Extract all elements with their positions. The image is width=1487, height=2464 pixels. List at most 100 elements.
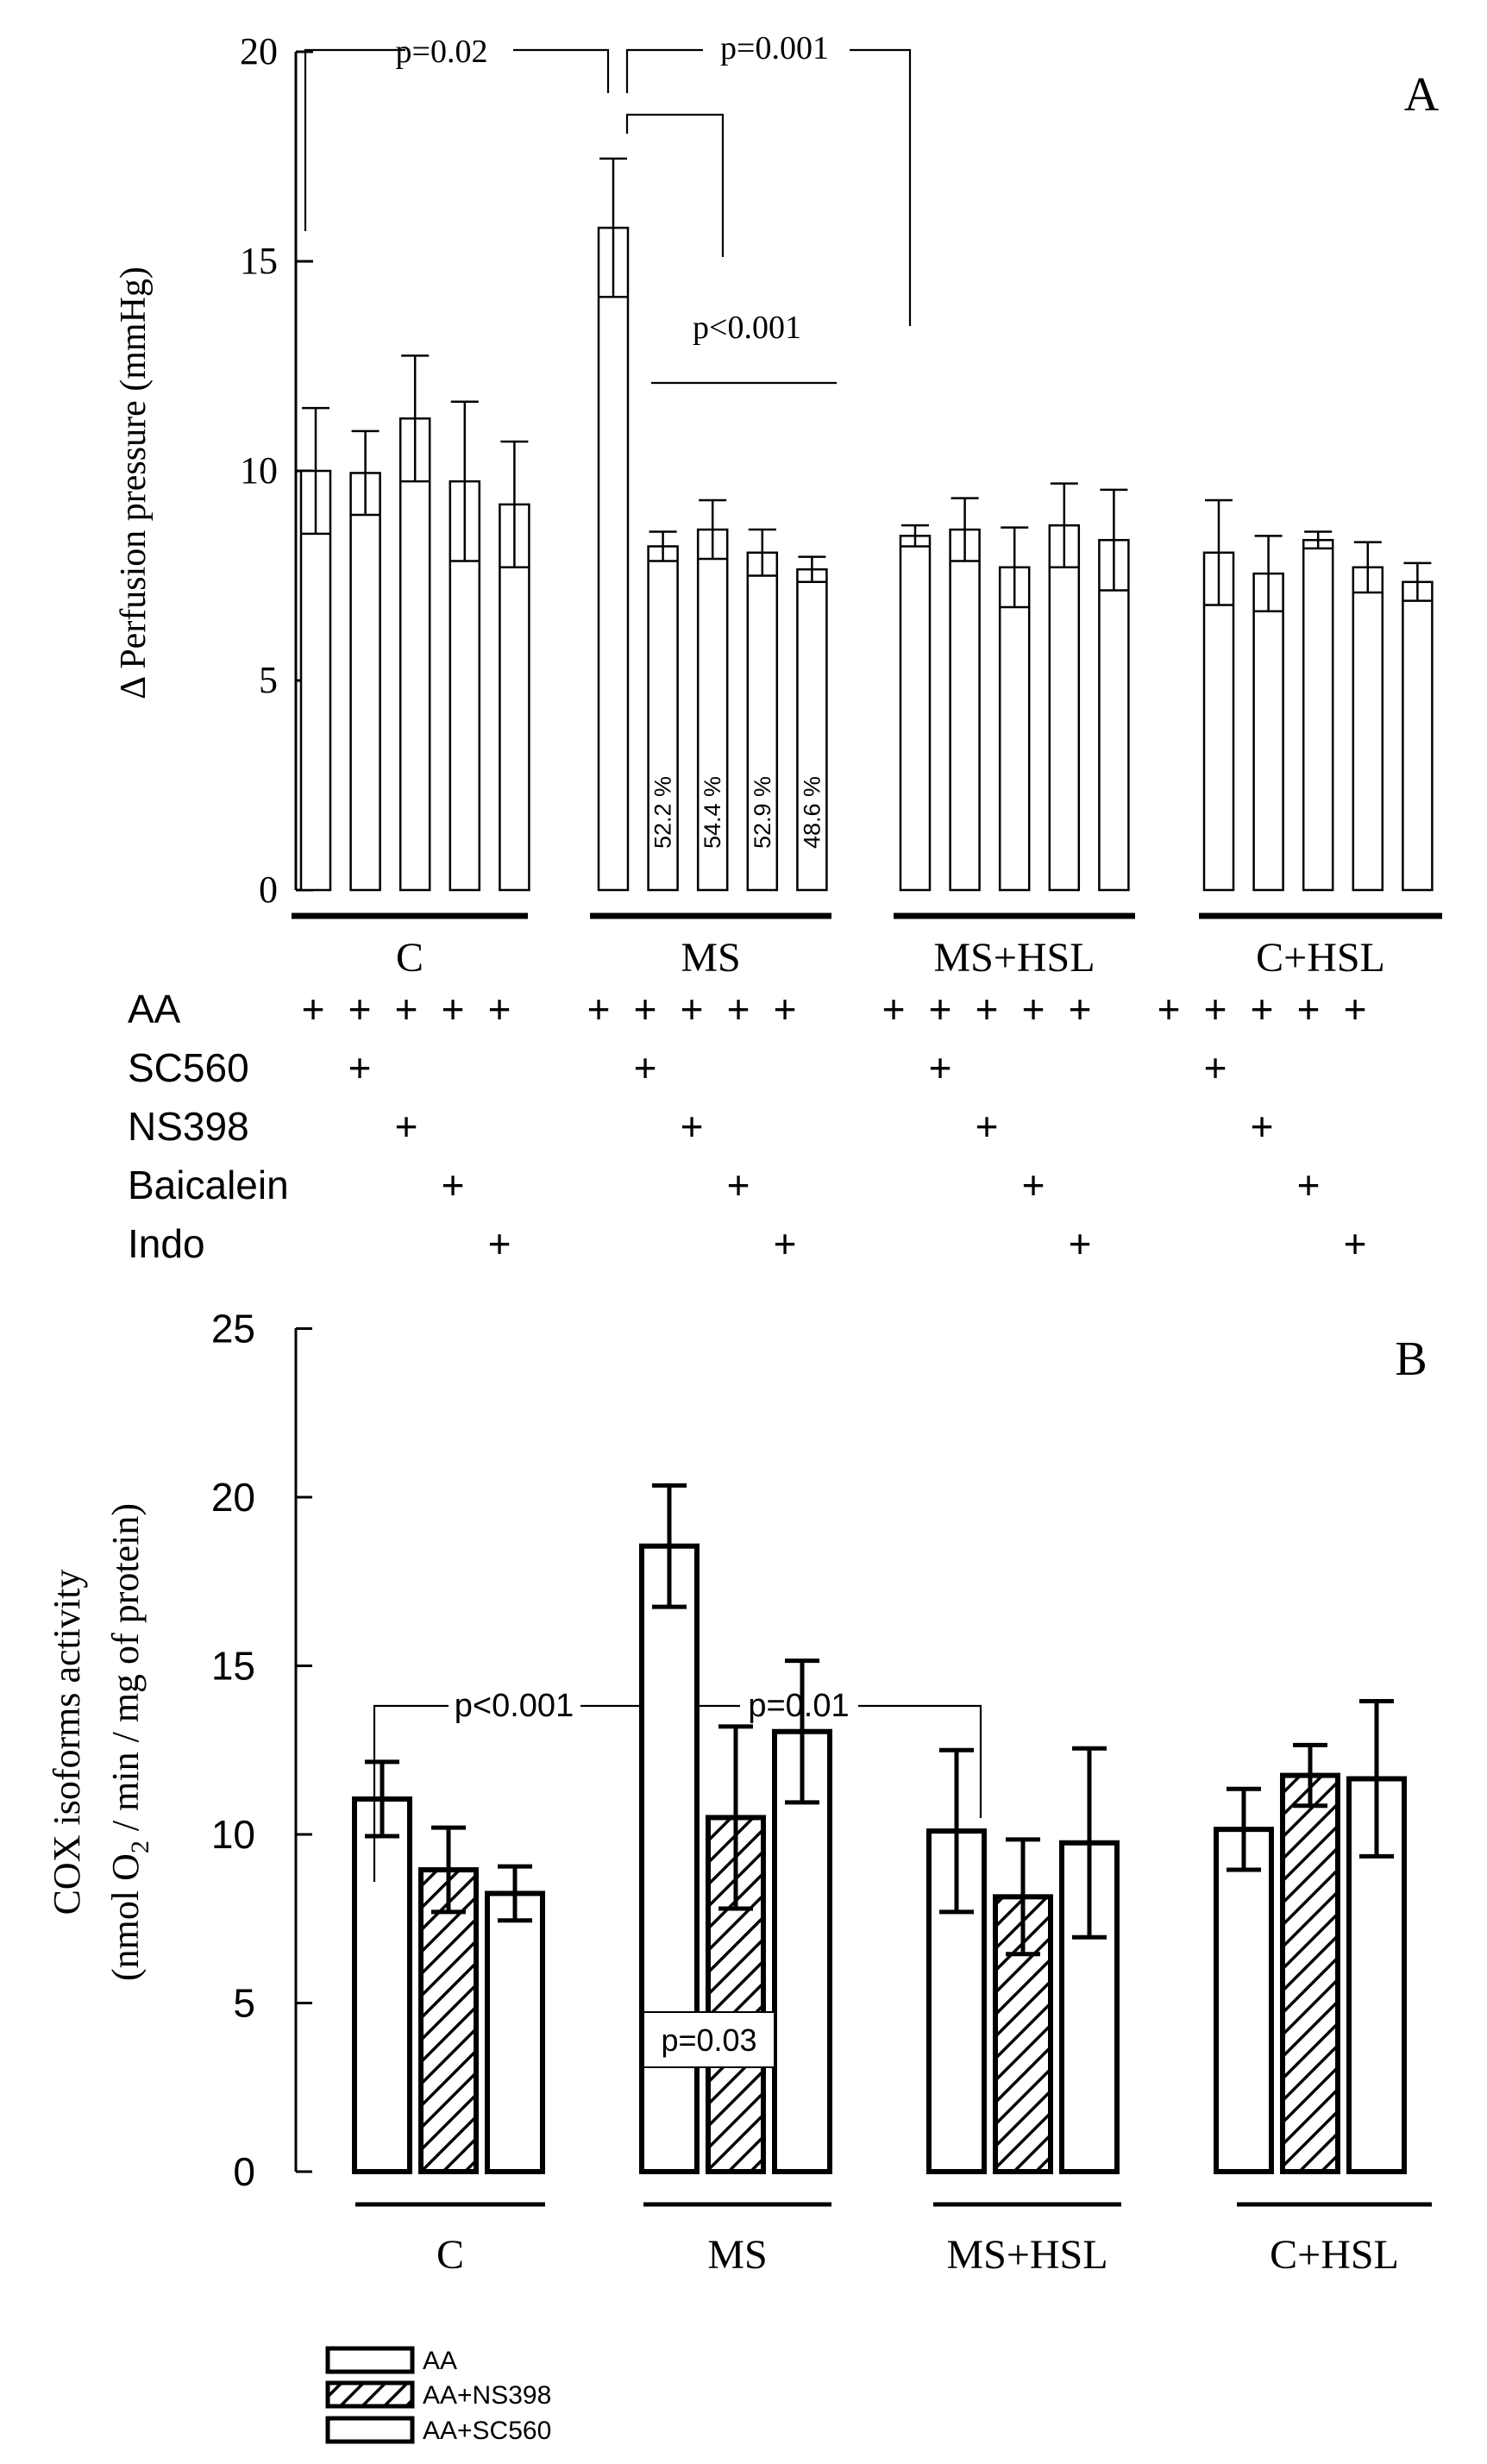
treatment-mark: +: [681, 987, 704, 1031]
treatment-mark: +: [634, 1045, 657, 1090]
treatment-mark: +: [1069, 987, 1092, 1031]
panel-label-a: A: [1404, 68, 1440, 122]
treatment-mark: +: [727, 987, 750, 1031]
y-axis-label-subscript: 2: [126, 1840, 154, 1853]
treatment-mark: +: [302, 987, 325, 1031]
bar-percent-label: 54.4 %: [700, 776, 725, 849]
treatment-mark: +: [1251, 987, 1274, 1031]
treatment-mark: +: [1204, 987, 1227, 1031]
treatment-mark: +: [1251, 1104, 1274, 1149]
treatment-mark: +: [774, 987, 797, 1031]
sig-label: p=0.001: [720, 30, 829, 66]
sig-bracket: [858, 1704, 982, 1818]
bar: [1048, 524, 1081, 892]
treatment-row-label: Indo: [128, 1221, 205, 1266]
y-tick-label: 0: [233, 2149, 255, 2194]
treatment-mark: +: [1297, 1163, 1321, 1207]
treatment-mark: +: [442, 987, 465, 1031]
bar: [1252, 572, 1284, 892]
bar: [796, 567, 828, 892]
y-tick-label: 10: [211, 1812, 255, 1857]
y-tick-label: 5: [259, 659, 278, 701]
treatment-mark: +: [681, 1104, 704, 1149]
group-label: MS: [707, 2232, 767, 2278]
y-tick-label: 20: [240, 30, 278, 72]
treatment-mark: +: [1344, 1221, 1367, 1266]
group-label: C+HSL: [1256, 935, 1385, 981]
sig-label: p=0.01: [748, 1688, 849, 1724]
treatment-mark: +: [1069, 1221, 1092, 1266]
legend-swatch: [325, 2346, 415, 2374]
group-label: MS+HSL: [946, 2232, 1107, 2278]
bar: [998, 566, 1031, 892]
legend-label: AA+NS398: [423, 2381, 551, 2410]
sig-label: p<0.001: [693, 310, 801, 346]
treatment-mark: +: [488, 987, 511, 1031]
treatment-mark: +: [488, 1221, 511, 1266]
sig-bracket: [850, 48, 912, 326]
treatment-row-label: SC560: [128, 1045, 249, 1090]
treatment-mark: +: [1297, 987, 1321, 1031]
sig-label: p=0.03: [661, 2022, 756, 2058]
bar: [1098, 538, 1130, 892]
sig-bracket: [625, 113, 725, 257]
sig-label: p<0.001: [455, 1688, 574, 1724]
treatment-mark: +: [976, 987, 999, 1031]
y-tick-label: 5: [233, 1981, 255, 2026]
treatment-mark: +: [929, 987, 952, 1031]
treatment-mark: +: [442, 1163, 465, 1207]
bar: [352, 1796, 412, 2175]
y-axis-label-part: (nmol O: [104, 1853, 147, 1981]
treatment-mark: +: [976, 1104, 999, 1149]
treatment-row-label: Baicalein: [128, 1163, 289, 1207]
group-label: C: [396, 935, 424, 981]
bar: [1352, 566, 1384, 892]
group-label: C+HSL: [1270, 2232, 1399, 2278]
sig-bracket: [513, 48, 610, 93]
y-tick-label: 15: [211, 1644, 255, 1689]
treatment-mark: +: [1022, 987, 1045, 1031]
panel-a: 0 5 10 15 20 Δ Perfusion pressure (mmHg) A 52.2…: [114, 30, 1442, 1266]
bar: [485, 1890, 545, 2175]
group-label: MS: [681, 935, 740, 981]
bar: [597, 226, 630, 892]
y-tick-label: 0: [259, 868, 278, 911]
sig-label: p=0.02: [396, 34, 488, 70]
bar: [1214, 1827, 1274, 2174]
treatment-mark: +: [395, 987, 418, 1031]
sig-bracket: [304, 48, 405, 231]
group-label: MS+HSL: [933, 935, 1095, 981]
bar: [418, 1867, 479, 2174]
y-axis-label: Δ Perfusion pressure (mmHg): [114, 266, 154, 699]
bar: [899, 535, 932, 892]
bar: [398, 417, 431, 892]
treatment-mark: +: [1344, 987, 1367, 1031]
bar: [1202, 551, 1235, 892]
bar: [949, 528, 981, 892]
bar: [1280, 1772, 1340, 2174]
legend-swatch: [325, 2380, 415, 2409]
treatment-mark: +: [1204, 1045, 1227, 1090]
bar-percent-label: 48.6 %: [799, 776, 825, 849]
y-tick-label: 10: [240, 449, 278, 492]
bar: [639, 1543, 700, 2174]
treatment-mark: +: [727, 1163, 750, 1207]
treatment-mark: +: [882, 987, 906, 1031]
legend-swatch: [325, 2416, 415, 2444]
sig-box: [643, 2011, 775, 2068]
legend-label: AA: [423, 2347, 457, 2375]
bar: [1402, 580, 1434, 892]
group-label: C: [436, 2232, 464, 2278]
y-axis-label-part: / min / mg of protein): [104, 1503, 147, 1840]
y-tick-label: 20: [211, 1475, 255, 1520]
bar-percent-label: 52.9 %: [750, 776, 775, 849]
sig-bracket: [373, 1704, 449, 1882]
bar: [696, 528, 729, 892]
treatment-row-label: NS398: [128, 1104, 249, 1149]
treatment-mark: +: [395, 1104, 418, 1149]
y-axis-label: COX isoforms activity: [46, 1570, 88, 1915]
treatment-mark: +: [634, 987, 657, 1031]
treatment-mark: +: [587, 987, 611, 1031]
treatment-mark: +: [774, 1221, 797, 1266]
